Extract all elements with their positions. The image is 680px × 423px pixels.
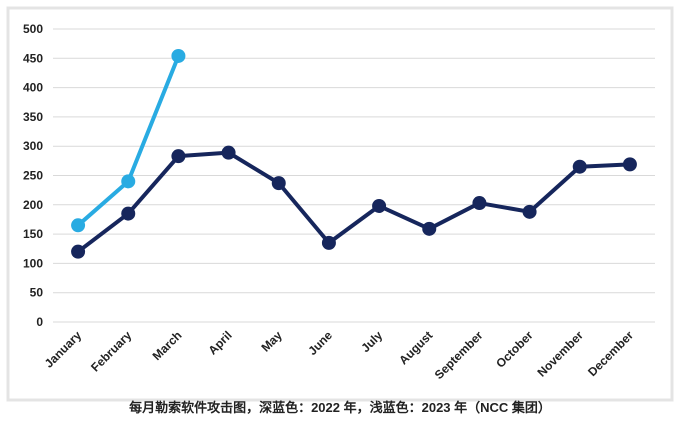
data-point: [522, 204, 537, 219]
data-point: [572, 159, 587, 174]
y-tick-label: 300: [23, 139, 43, 153]
data-point: [71, 244, 86, 259]
data-point: [121, 174, 136, 189]
y-tick-label: 400: [23, 81, 43, 95]
chart-frame: [6, 6, 674, 402]
data-point: [472, 196, 487, 211]
data-point: [622, 157, 637, 172]
y-tick-label: 450: [23, 51, 43, 65]
y-tick-label: 250: [23, 169, 43, 183]
data-point: [171, 48, 186, 63]
data-point: [372, 198, 387, 213]
data-point: [221, 145, 236, 160]
data-point: [171, 149, 186, 164]
y-tick-label: 150: [23, 227, 43, 241]
data-point: [71, 218, 86, 233]
data-point: [121, 206, 136, 221]
chart-caption: 每月勒索软件攻击图，深蓝色：2022 年，浅蓝色：2023 年（NCC 集团）: [129, 400, 551, 415]
y-tick-label: 350: [23, 110, 43, 124]
data-point: [321, 235, 336, 250]
data-point: [271, 176, 286, 191]
y-tick-label: 0: [36, 315, 43, 329]
data-point: [422, 221, 437, 236]
y-tick-label: 200: [23, 198, 43, 212]
y-tick-label: 50: [30, 286, 44, 300]
y-tick-label: 500: [23, 22, 43, 36]
y-tick-label: 100: [23, 256, 43, 270]
series-line: [76, 150, 631, 254]
